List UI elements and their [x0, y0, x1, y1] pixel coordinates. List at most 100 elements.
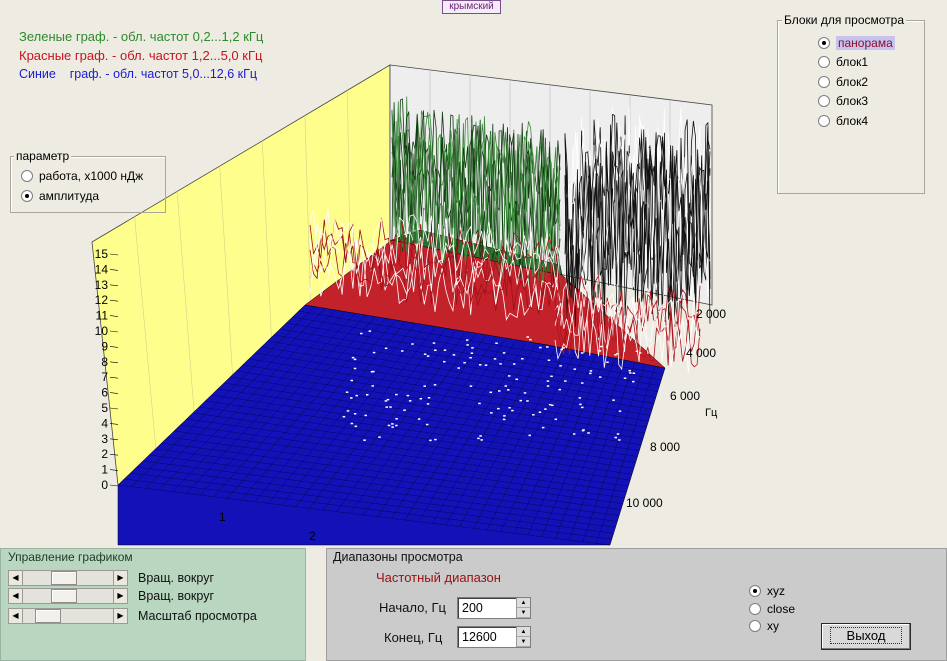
z-tick-label: 11 — [96, 309, 109, 323]
radio-block2[interactable]: блок2 — [818, 74, 868, 90]
surface-speckle — [580, 382, 584, 384]
surface-mesh-line — [268, 324, 416, 504]
surface-mesh-line — [158, 310, 336, 491]
spin-up-icon[interactable]: ▲ — [517, 627, 530, 637]
surface-speckle — [632, 380, 635, 383]
y-tick-label: 8 000 — [650, 440, 680, 454]
radio-dot-icon — [749, 603, 761, 615]
zoom-slider-row: ◀ ▶ Масштаб просмотра — [8, 608, 257, 624]
radio-close[interactable]: close — [749, 601, 795, 617]
surface-speckle — [442, 360, 446, 363]
surface-speckle — [502, 352, 506, 354]
surface-mesh-line — [172, 311, 346, 492]
surface-speckle — [572, 433, 576, 435]
spin-down-icon[interactable]: ▼ — [517, 637, 530, 647]
green-spike-series — [391, 122, 561, 287]
z-tick — [109, 484, 119, 487]
arrow-left-icon[interactable]: ◀ — [9, 571, 23, 585]
arrow-right-icon[interactable]: ▶ — [113, 609, 127, 623]
surface-speckle — [508, 407, 511, 409]
radio-xy[interactable]: xy — [749, 618, 779, 634]
surface-mesh-line — [322, 331, 456, 511]
end-label: Конец, Гц — [384, 630, 443, 645]
rotate-slider-1[interactable]: ◀ ▶ — [8, 570, 128, 586]
surface-speckle — [417, 418, 421, 420]
surface-speckle — [346, 410, 350, 412]
exit-button-label: Выход — [829, 627, 903, 644]
surface-mesh-line — [145, 308, 326, 489]
radio-block4[interactable]: блок4 — [818, 113, 868, 129]
surface-speckle — [548, 403, 552, 406]
surface-mesh-line — [527, 357, 606, 536]
radio-xyz[interactable]: xyz — [749, 583, 785, 599]
arrow-left-icon[interactable]: ◀ — [9, 589, 23, 603]
surface-speckle — [560, 348, 563, 351]
rotate-slider-2[interactable]: ◀ ▶ — [8, 588, 128, 604]
zoom-slider[interactable]: ◀ ▶ — [8, 608, 128, 624]
surface-speckle — [489, 391, 493, 394]
radio-amplitude[interactable]: амплитуда — [21, 188, 99, 204]
z-tick — [109, 376, 119, 379]
surface-speckle — [515, 378, 518, 381]
blocks-groupbox: Блоки для просмотра панорама блок1 блок2… — [777, 13, 925, 194]
surface-speckle — [408, 400, 412, 402]
surface-speckle — [550, 375, 553, 378]
radio-work[interactable]: работа, x1000 нДж — [21, 168, 143, 184]
surface-speckle — [469, 356, 472, 359]
arrow-right-icon[interactable]: ▶ — [113, 571, 127, 585]
spin-up-icon[interactable]: ▲ — [517, 598, 530, 608]
start-freq-spinner[interactable]: 200 ▲ ▼ — [457, 597, 531, 619]
exit-button[interactable]: Выход — [821, 623, 911, 650]
radio-label: работа, x1000 нДж — [39, 169, 144, 183]
surface-speckle — [355, 394, 358, 397]
slider-thumb[interactable] — [35, 609, 61, 623]
surface-speckle — [364, 414, 367, 417]
z-tick-label: 2 — [101, 447, 108, 461]
z-tick-label: 3 — [101, 432, 108, 446]
radio-panorama[interactable]: панорама — [818, 35, 895, 51]
surface-speckle — [463, 361, 466, 364]
surface-speckle — [471, 347, 474, 349]
param-groupbox: параметр работа, x1000 нДж амплитуда — [10, 149, 166, 213]
surface-speckle — [423, 385, 426, 387]
radio-dot-icon — [818, 95, 830, 107]
radio-block3[interactable]: блок3 — [818, 93, 868, 109]
surface-speckle — [387, 424, 391, 427]
z-tick-label: 9 — [101, 339, 108, 353]
surface-speckle — [385, 406, 388, 408]
surface-speckle — [532, 414, 535, 416]
end-freq-spinner[interactable]: 12600 ▲ ▼ — [457, 626, 531, 648]
y-tick-label: 10 000 — [626, 496, 663, 510]
surface-speckle — [526, 336, 529, 338]
slider-label: Вращ. вокруг — [138, 589, 215, 603]
surface-speckle — [401, 350, 404, 352]
z-tick — [109, 284, 119, 287]
radio-block1[interactable]: блок1 — [818, 54, 868, 70]
surface-speckle — [564, 380, 567, 382]
surface-speckle — [426, 355, 430, 357]
radio-dot-icon — [749, 620, 761, 632]
green-spike-series — [391, 101, 561, 280]
surface-mesh-line — [473, 350, 566, 529]
slider-thumb[interactable] — [51, 589, 77, 603]
surface-mesh-line — [582, 364, 646, 542]
surface-speckle — [350, 422, 354, 425]
z-tick-label: 14 — [95, 262, 109, 276]
surface-speckle — [497, 390, 501, 392]
surface-speckle — [342, 415, 346, 418]
surface-mesh-line — [555, 360, 626, 539]
z-tick-label: 13 — [95, 278, 109, 292]
spin-down-icon[interactable]: ▼ — [517, 608, 530, 618]
z-tick — [109, 361, 119, 364]
surface-speckle — [580, 352, 584, 354]
surface-mesh-line — [568, 362, 636, 541]
surface-speckle — [353, 367, 357, 370]
surface-speckle — [452, 354, 456, 356]
arrow-right-icon[interactable]: ▶ — [113, 589, 127, 603]
slider-thumb[interactable] — [51, 571, 77, 585]
surface-speckle — [433, 384, 437, 386]
surface-mesh-line — [377, 338, 496, 517]
z-tick — [109, 330, 119, 333]
surface-speckle — [350, 397, 353, 399]
arrow-left-icon[interactable]: ◀ — [9, 609, 23, 623]
